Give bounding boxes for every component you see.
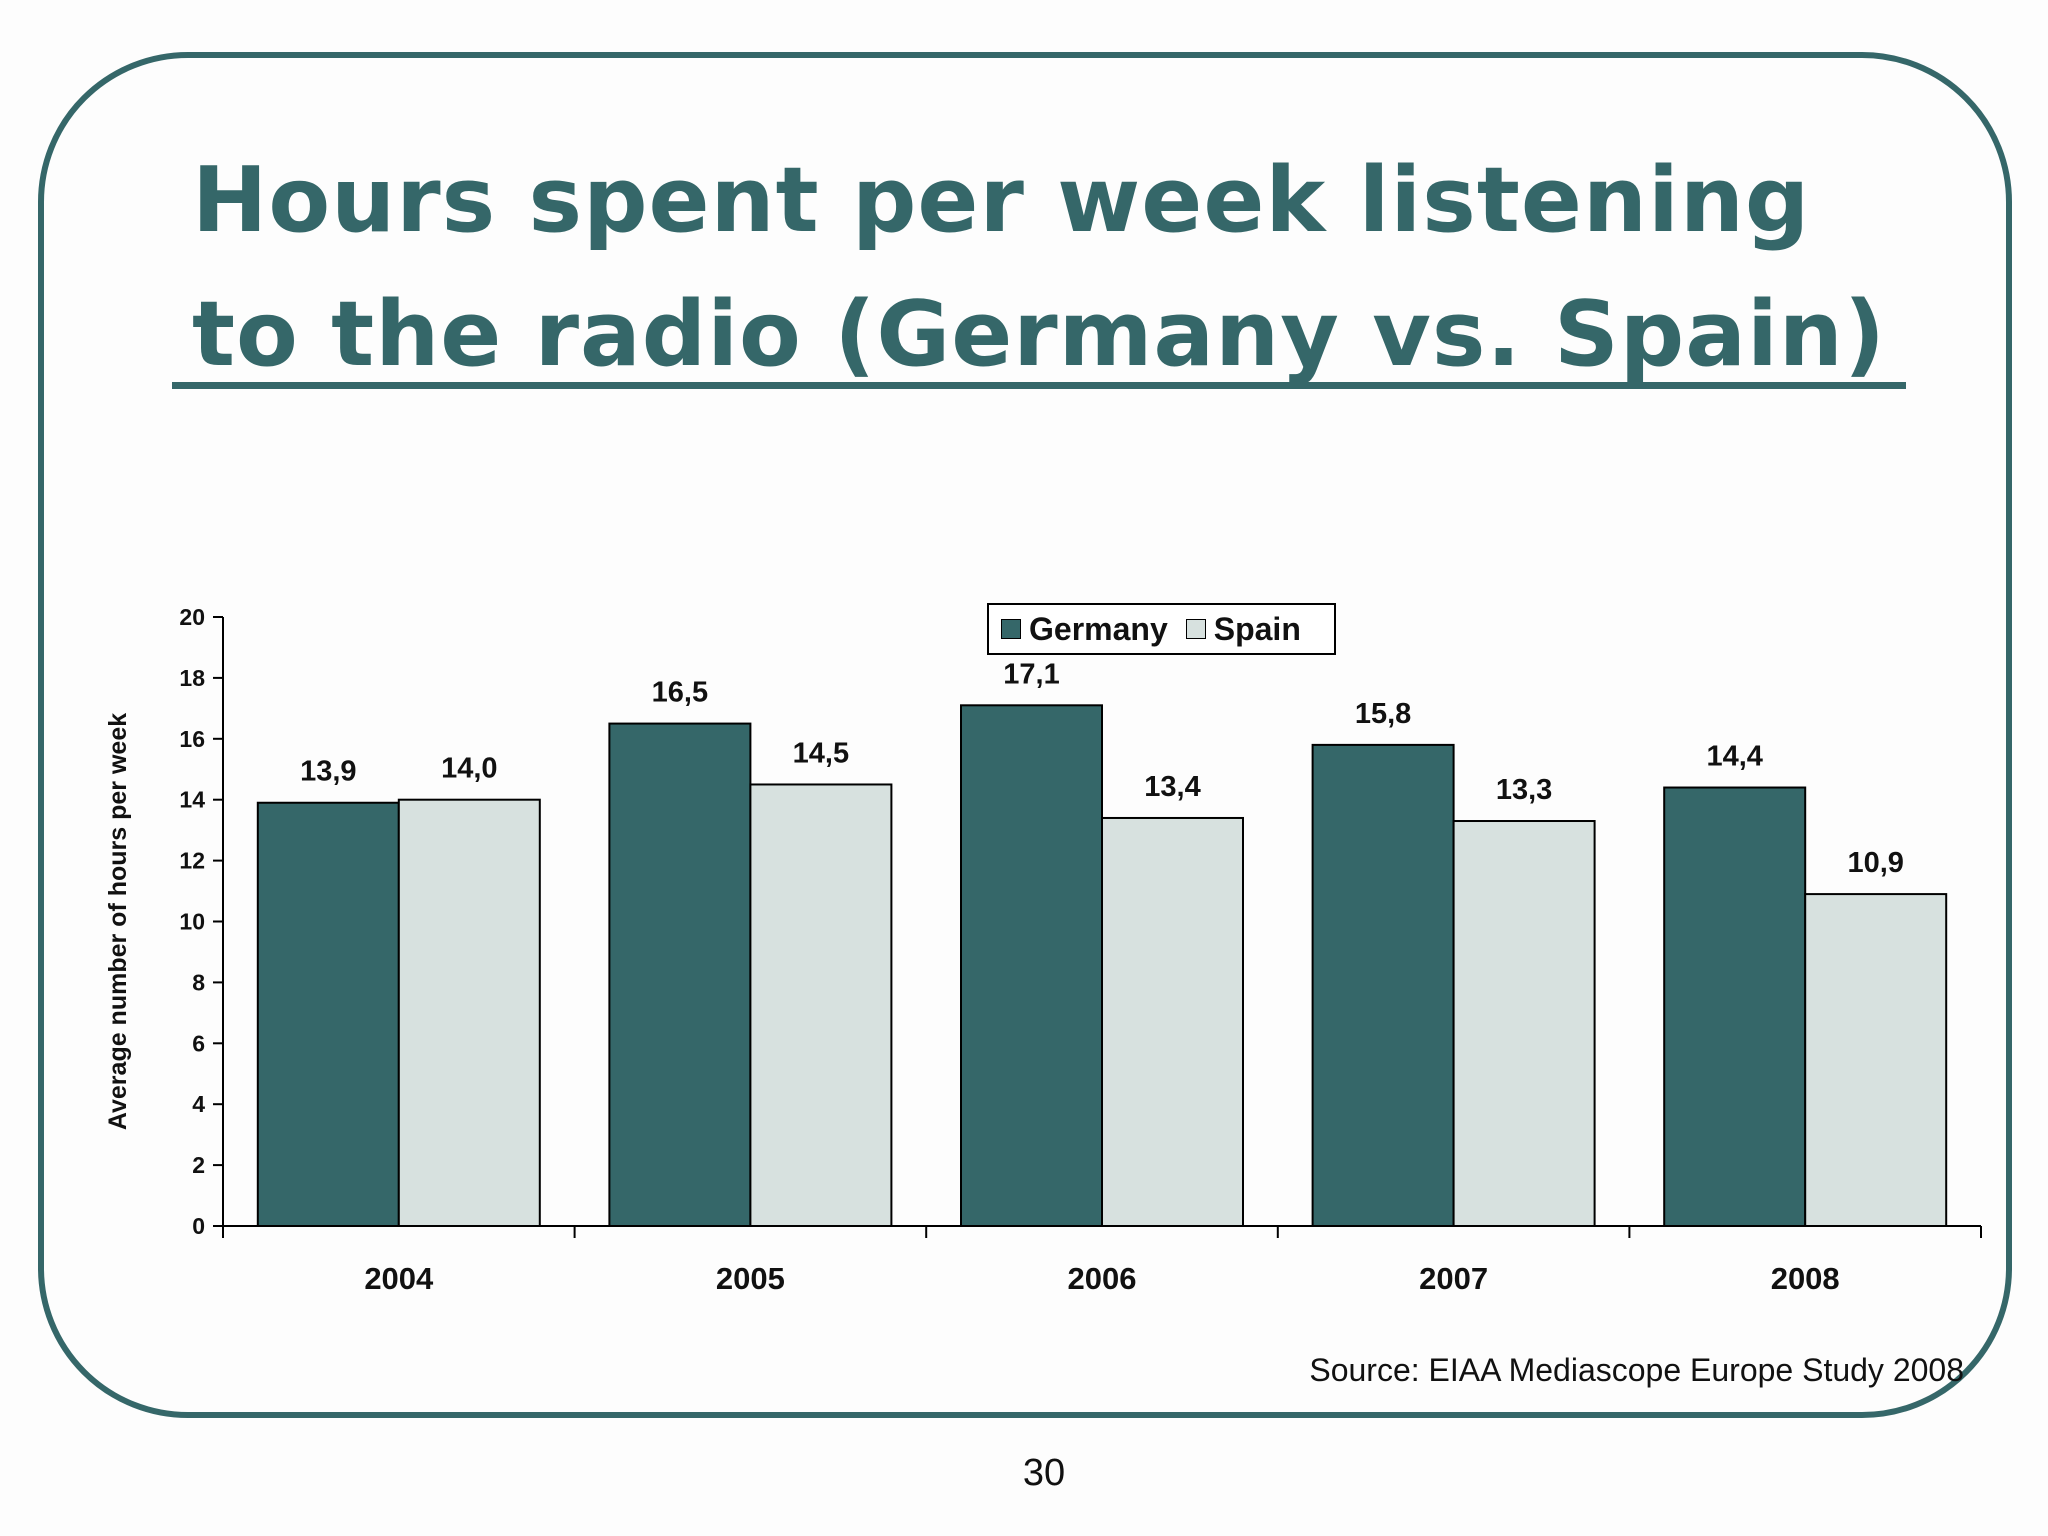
bar-germany-2005 (608, 722, 752, 1227)
bar-germany-2004 (256, 801, 400, 1227)
y-tick-label-0: 0 (192, 1213, 205, 1239)
bar-spain-2008 (1804, 893, 1948, 1227)
legend-item-spain: Spain (1185, 610, 1301, 648)
legend-swatch-spain (1185, 619, 1206, 639)
y-tick-label-20: 20 (179, 604, 205, 630)
y-tick-label-2: 2 (192, 1152, 205, 1178)
bar-spain-2007 (1452, 820, 1596, 1227)
y-tick-label-14: 14 (179, 787, 205, 813)
x-tick-label-2005: 2005 (716, 1261, 785, 1296)
bar-spain-2005 (749, 783, 893, 1227)
data-label-spain-2005: 14,5 (793, 737, 849, 769)
y-tick-label-8: 8 (192, 969, 205, 995)
y-axis-label: Average number of hours per week (104, 713, 132, 1130)
y-tick-label-16: 16 (179, 726, 205, 752)
y-tick-label-12: 12 (179, 848, 205, 874)
x-tick-label-2006: 2006 (1068, 1261, 1137, 1296)
source-note: Source: EIAA Mediascope Europe Study 200… (1309, 1352, 1964, 1388)
x-tick-label-2008: 2008 (1771, 1261, 1840, 1296)
data-label-germany-2006: 17,1 (1003, 658, 1059, 690)
bar-germany-2006 (960, 704, 1103, 1227)
slide-title: Hours spent per week listening to the ra… (192, 148, 1887, 387)
legend-label-germany: Germany (1029, 610, 1168, 647)
data-label-spain-2006: 13,4 (1144, 771, 1200, 803)
data-label-germany-2007: 15,8 (1355, 698, 1411, 730)
bar-spain-2004 (397, 798, 541, 1227)
data-label-germany-2004: 13,9 (300, 756, 356, 788)
legend-item-germany: Germany (1001, 611, 1168, 648)
data-label-spain-2008: 10,9 (1847, 847, 1903, 879)
legend-swatch-germany (1001, 619, 1021, 639)
data-label-germany-2005: 16,5 (652, 677, 708, 709)
x-tick-label-2007: 2007 (1419, 1261, 1488, 1296)
y-tick-label-18: 18 (179, 665, 205, 691)
legend-label-spain: Spain (1213, 610, 1301, 647)
bar-spain-2006 (1101, 816, 1244, 1227)
data-label-germany-2008: 14,4 (1706, 741, 1762, 773)
y-tick-label-10: 10 (179, 909, 205, 935)
bar-germany-2008 (1663, 786, 1807, 1228)
data-label-spain-2007: 13,3 (1496, 774, 1552, 806)
y-tick-label-6: 6 (192, 1030, 205, 1056)
title-underline (172, 382, 1906, 389)
bar-germany-2007 (1311, 743, 1455, 1227)
page-number: 30 (1022, 1452, 1066, 1494)
slide-frame (38, 52, 2012, 1418)
chart-legend: Germany Spain (987, 603, 1336, 655)
x-tick-label-2004: 2004 (364, 1261, 434, 1296)
data-label-spain-2004: 14,0 (441, 753, 497, 785)
y-tick-label-4: 4 (192, 1091, 205, 1117)
